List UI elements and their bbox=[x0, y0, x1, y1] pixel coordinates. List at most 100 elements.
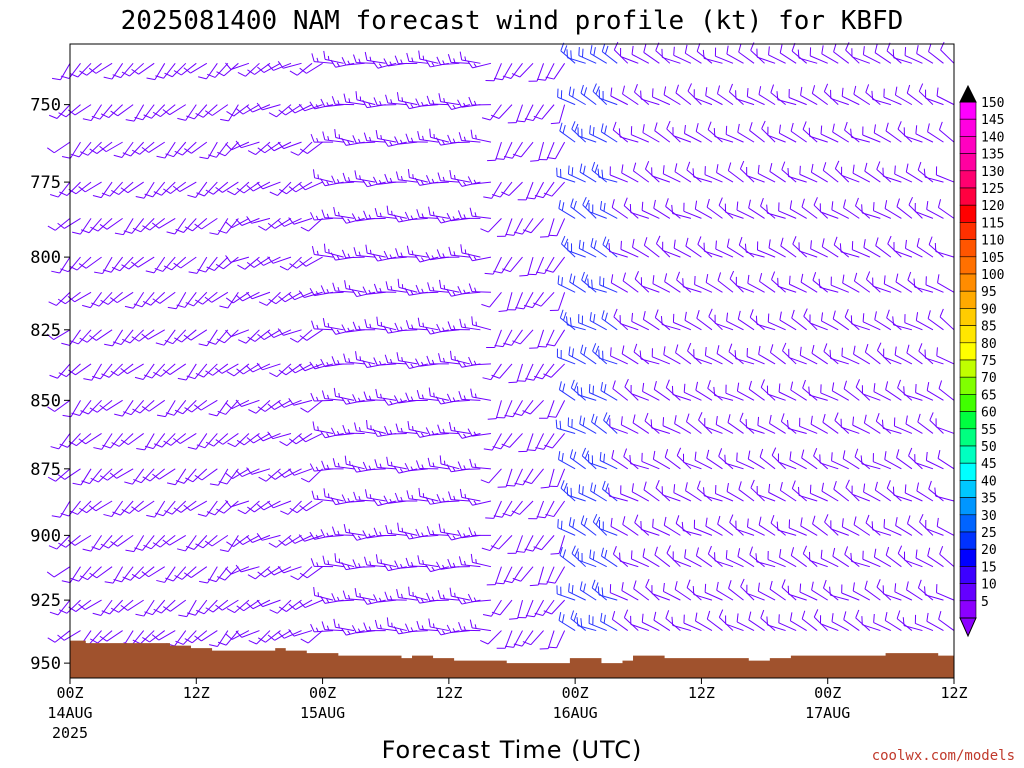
wind-barb bbox=[726, 238, 744, 258]
wind-barb bbox=[934, 242, 955, 258]
colorbar-label: 140 bbox=[981, 130, 1004, 145]
wind-barb bbox=[91, 291, 113, 307]
wind-barb bbox=[590, 482, 607, 502]
wind-barb bbox=[80, 218, 102, 234]
wind-barb bbox=[620, 416, 639, 434]
wind-barb bbox=[364, 489, 386, 502]
x-tick-label: 12Z bbox=[435, 684, 462, 702]
wind-barb bbox=[685, 413, 702, 434]
wind-barb bbox=[936, 584, 955, 601]
wind-barb bbox=[809, 314, 828, 331]
wind-barb bbox=[312, 421, 334, 434]
x-tick-label: 00Z bbox=[56, 684, 83, 702]
colorbar-label: 5 bbox=[981, 595, 989, 610]
wind-barb bbox=[728, 83, 744, 105]
wind-barb bbox=[556, 348, 576, 365]
wind-barb bbox=[503, 566, 523, 584]
wind-barb bbox=[383, 398, 407, 406]
wind-barb bbox=[536, 256, 555, 275]
wind-barb bbox=[886, 309, 902, 331]
wind-barb bbox=[131, 566, 155, 580]
wind-barb bbox=[323, 50, 344, 64]
wind-barb bbox=[143, 363, 166, 379]
wind-barb bbox=[749, 122, 765, 143]
wind-barb bbox=[767, 551, 786, 568]
wind-barb bbox=[831, 613, 849, 632]
colorbar-swatch bbox=[959, 480, 977, 498]
wind-barb bbox=[525, 363, 544, 381]
wind-barb bbox=[873, 124, 892, 143]
wind-barb bbox=[165, 400, 187, 416]
wind-barb bbox=[778, 614, 797, 632]
wind-barb bbox=[173, 500, 197, 513]
wind-barb bbox=[873, 548, 892, 568]
colorbar-swatch bbox=[959, 548, 977, 567]
wind-barb bbox=[288, 217, 313, 225]
wind-barb bbox=[426, 175, 449, 184]
wind-barb bbox=[508, 363, 524, 384]
colorbar-swatch bbox=[959, 342, 977, 361]
wind-barb bbox=[512, 141, 534, 158]
wind-barb bbox=[673, 484, 692, 502]
wind-barb bbox=[829, 349, 849, 365]
wind-barb bbox=[205, 599, 229, 613]
wind-barb bbox=[841, 518, 860, 536]
wind-barb bbox=[652, 88, 671, 106]
wind-barb bbox=[734, 350, 755, 365]
wind-barb bbox=[60, 500, 81, 517]
colorbar-label: 65 bbox=[981, 388, 997, 403]
wind-barb bbox=[757, 582, 776, 601]
wind-barb bbox=[225, 291, 250, 304]
wind-barb bbox=[416, 389, 439, 401]
wind-barb bbox=[102, 433, 124, 449]
wind-barb bbox=[640, 277, 660, 293]
wind-barb bbox=[905, 163, 923, 183]
wind-barb bbox=[906, 515, 923, 536]
wind-barb bbox=[927, 547, 944, 568]
wind-barb bbox=[204, 534, 229, 547]
wind-barb bbox=[811, 344, 828, 365]
wind-barb bbox=[540, 468, 555, 489]
wind-barb bbox=[99, 217, 123, 230]
wind-barb bbox=[235, 534, 260, 546]
wind-barb bbox=[736, 613, 755, 632]
wind-barb bbox=[768, 46, 786, 64]
wind-barb bbox=[861, 204, 881, 219]
wind-barb bbox=[831, 382, 850, 401]
wind-barb bbox=[446, 102, 471, 111]
wind-barb bbox=[581, 271, 597, 293]
wind-barb bbox=[121, 62, 145, 77]
wind-barb bbox=[747, 274, 765, 293]
colorbar-label: 100 bbox=[981, 268, 1004, 283]
wind-barb bbox=[483, 181, 502, 199]
wind-barb bbox=[819, 454, 839, 470]
wind-barb bbox=[321, 209, 344, 219]
wind-barb bbox=[100, 291, 123, 305]
wind-barb bbox=[298, 433, 323, 443]
wind-barb bbox=[186, 363, 208, 380]
wind-barb bbox=[407, 168, 428, 183]
wind-barb bbox=[226, 104, 250, 117]
wind-barb bbox=[456, 596, 481, 605]
wind-barb bbox=[426, 526, 449, 536]
wind-barb bbox=[217, 400, 239, 415]
wind-barb bbox=[644, 412, 660, 434]
colorbar-label: 115 bbox=[981, 216, 1004, 231]
wind-barb bbox=[79, 141, 102, 156]
wind-barb bbox=[674, 415, 692, 434]
wind-barb bbox=[840, 418, 860, 434]
wind-barb bbox=[577, 551, 597, 568]
wind-barb bbox=[832, 123, 850, 143]
wind-barb bbox=[83, 363, 103, 381]
wind-barb bbox=[331, 593, 355, 602]
wind-barb bbox=[790, 547, 807, 568]
wind-barb bbox=[47, 399, 71, 412]
wind-barb bbox=[632, 162, 650, 183]
wind-barb bbox=[556, 585, 576, 601]
wind-barb bbox=[812, 515, 829, 536]
wind-barb bbox=[204, 104, 229, 116]
wind-barb bbox=[663, 346, 681, 365]
wind-barb bbox=[209, 468, 229, 486]
wind-barb bbox=[580, 84, 597, 106]
wind-barb bbox=[319, 430, 344, 439]
